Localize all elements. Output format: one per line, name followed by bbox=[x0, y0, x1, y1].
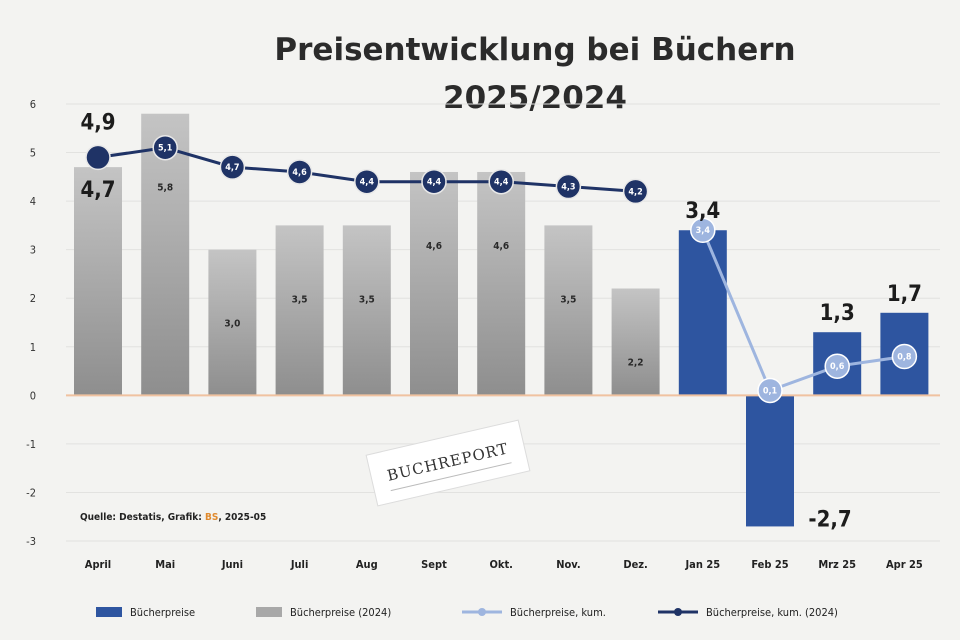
source-highlight: BS bbox=[205, 512, 218, 523]
marker-kum bbox=[757, 377, 783, 404]
source-text: Quelle: Destatis, Grafik: bbox=[80, 512, 205, 523]
bar-2024 bbox=[74, 167, 122, 396]
marker-kum bbox=[891, 343, 918, 370]
x-tick-label: Okt. bbox=[489, 558, 512, 571]
marker-kum-2024-label: 4,4 bbox=[360, 178, 375, 188]
marker-kum-2024 bbox=[152, 134, 178, 161]
x-tick-label: Mai bbox=[155, 558, 175, 571]
source-date: , 2025-05 bbox=[218, 512, 266, 523]
marker-kum-2024 bbox=[555, 173, 582, 200]
chart-title-line-2: 2025/2024 bbox=[443, 80, 627, 116]
x-tick-label: Juni bbox=[221, 558, 243, 571]
x-tick-label: Juli bbox=[290, 558, 309, 571]
y-tick-label: 5 bbox=[30, 147, 36, 160]
bar-2024-label: 4,6 bbox=[493, 241, 509, 252]
bar-2024 bbox=[342, 225, 391, 396]
bar-2024 bbox=[477, 171, 526, 396]
legend-swatch-buecherpreise-2024 bbox=[256, 607, 282, 617]
bar-2024-label: 2,2 bbox=[628, 358, 644, 369]
bar-2024 bbox=[611, 288, 660, 396]
marker-kum-2024 bbox=[219, 154, 246, 180]
bar-2024 bbox=[544, 225, 593, 396]
bar-2025 bbox=[746, 395, 794, 527]
marker-kum-label: 0,8 bbox=[897, 352, 912, 362]
bar-2024 bbox=[410, 171, 458, 396]
marker-kum-2024-label: 4,2 bbox=[628, 187, 642, 197]
legend-label-kum-2024: Bücherpreise, kum. (2024) bbox=[706, 606, 838, 619]
x-tick-label: Sept bbox=[421, 558, 447, 571]
x-tick-label: Mrz 25 bbox=[818, 558, 856, 571]
marker-kum-2024 bbox=[354, 168, 380, 195]
marker-kum-2024 bbox=[85, 144, 111, 171]
y-tick-label: 2 bbox=[30, 292, 36, 305]
bar-2025-label: -2,7 bbox=[808, 507, 851, 532]
marker-kum-2024-label: 4,6 bbox=[292, 168, 307, 178]
x-tick-label: April bbox=[85, 558, 111, 571]
x-tick-label: Jan 25 bbox=[684, 558, 720, 571]
y-tick-label: 0 bbox=[30, 389, 36, 402]
marker-kum-2024 bbox=[622, 178, 649, 205]
y-axis: -3 -2 -1 0 1 2 3 4 5 6 bbox=[26, 98, 36, 548]
marker-kum-2024-label: 4,3 bbox=[561, 183, 575, 193]
bar-2025-label: 1,7 bbox=[887, 282, 922, 307]
y-tick-label: 3 bbox=[30, 244, 36, 257]
marker-kum-2024 bbox=[421, 168, 447, 195]
bar-2024-label: 4,6 bbox=[426, 241, 442, 252]
marker-kum-label: 0,1 bbox=[763, 386, 778, 396]
bar-2025-label: 3,4 bbox=[685, 199, 720, 224]
bar-2025 bbox=[678, 230, 727, 396]
marker-kum-2024 bbox=[488, 168, 514, 195]
data-labels: 4,7 5,8 3,0 3,5 3,5 4,6 4,6 3,5 2,2 3,4 -2,7 1,3 1,7… bbox=[80, 110, 921, 532]
bar-2024-label: 3,5 bbox=[560, 294, 576, 305]
bar-2024 bbox=[208, 249, 257, 396]
y-tick-label: 6 bbox=[30, 98, 36, 111]
x-tick-label: Apr 25 bbox=[886, 558, 923, 571]
legend-marker-kum-2024 bbox=[674, 608, 682, 616]
bar-2025-label: 1,3 bbox=[820, 301, 855, 326]
marker-kum-2024 bbox=[286, 159, 313, 185]
y-tick-label: 1 bbox=[30, 341, 36, 354]
legend-label-buecherpreise: Bücherpreise bbox=[130, 606, 195, 619]
x-tick-label: Dez. bbox=[623, 558, 647, 571]
chart-title-line-1: Preisentwicklung bei Büchern bbox=[274, 32, 795, 68]
y-tick-label: 4 bbox=[30, 195, 36, 208]
marker-kum-label: 0,6 bbox=[830, 362, 845, 372]
marker-kum-2024-label: 5,1 bbox=[158, 144, 173, 154]
lines bbox=[85, 134, 918, 404]
source-note: Quelle: Destatis, Grafik: BS, 2025-05 bbox=[80, 512, 266, 523]
bar-2024-label: 5,8 bbox=[157, 183, 173, 194]
legend-label-kum: Bücherpreise, kum. bbox=[510, 606, 606, 619]
marker-kum-label: 3,4 bbox=[696, 226, 711, 236]
bar-2024 bbox=[275, 225, 324, 396]
marker-kum bbox=[690, 217, 716, 243]
legend-label-buecherpreise-2024: Bücherpreise (2024) bbox=[290, 606, 391, 619]
bar-2024-label: 3,5 bbox=[359, 294, 375, 305]
bar-2024-label: 3,0 bbox=[224, 319, 240, 330]
legend: Bücherpreise Bücherpreise (2024) Bücherp… bbox=[96, 606, 838, 619]
bar-2024-label: 4,7 bbox=[80, 178, 115, 203]
marker-kum-2024-label: 4,4 bbox=[427, 178, 442, 188]
marker-kum-2024-label: 4,7 bbox=[225, 163, 239, 173]
bars bbox=[74, 113, 929, 527]
legend-marker-kum bbox=[478, 608, 486, 616]
line-kum bbox=[701, 229, 905, 393]
x-axis: April Mai Juni Juli Aug Sept Okt. Nov. Dez. Jan 2… bbox=[85, 558, 923, 571]
bar-2024-label: 3,5 bbox=[292, 294, 308, 305]
marker-kum-2024-label: 4,9 bbox=[80, 110, 115, 135]
bar-2024 bbox=[141, 113, 190, 396]
x-tick-label: Feb 25 bbox=[751, 558, 788, 571]
x-tick-label: Aug bbox=[356, 558, 378, 571]
y-tick-label: -2 bbox=[26, 486, 36, 499]
y-tick-label: -1 bbox=[26, 438, 36, 451]
marker-kum-2024-label: 4,4 bbox=[494, 178, 509, 188]
x-tick-label: Nov. bbox=[556, 558, 580, 571]
marker-kum bbox=[824, 353, 850, 379]
legend-swatch-buecherpreise bbox=[96, 607, 122, 617]
watermark-logo: BUCHREPORT bbox=[365, 419, 531, 507]
y-tick-label: -3 bbox=[26, 535, 36, 548]
